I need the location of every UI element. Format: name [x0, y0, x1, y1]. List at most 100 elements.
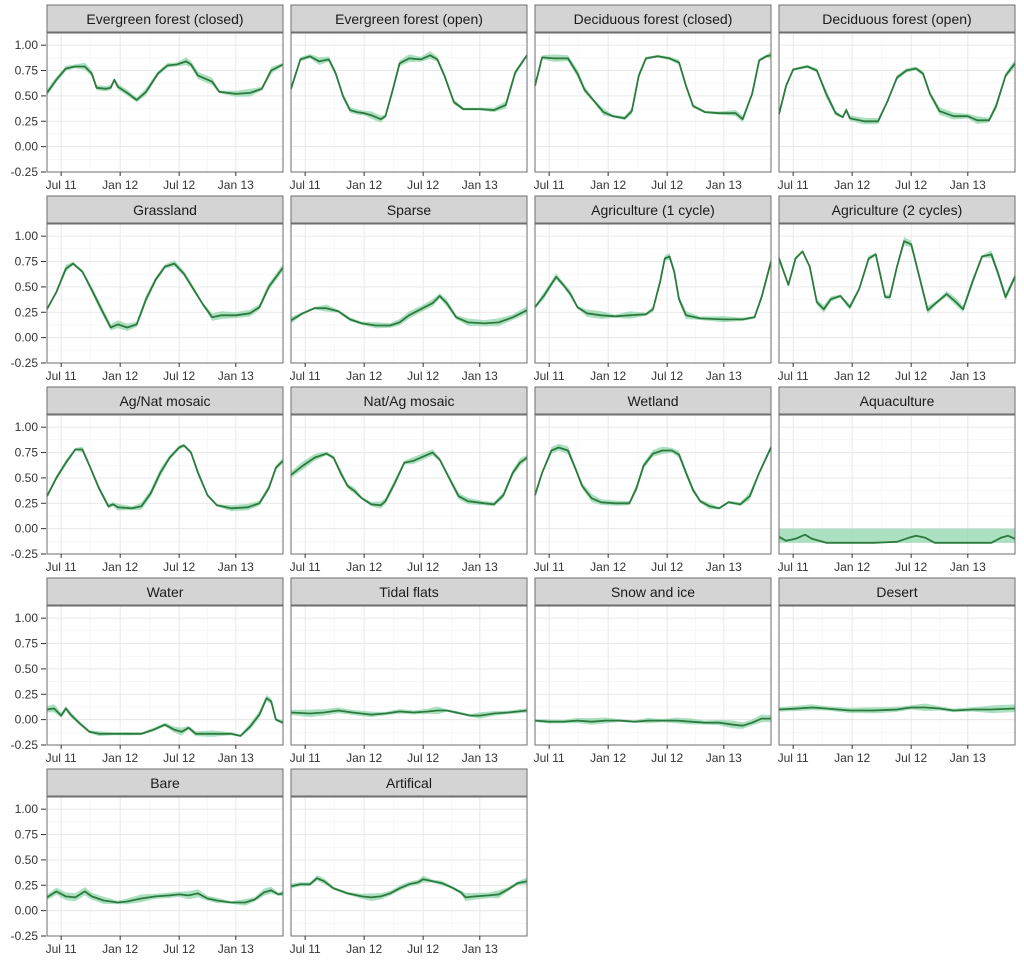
x-tick-label: Jan 12 — [590, 178, 626, 192]
x-tick-label: Jul 12 — [651, 751, 683, 765]
facet-title: Agriculture (1 cycle) — [591, 202, 715, 218]
facet-title: Ag/Nat mosaic — [119, 393, 210, 409]
series-line — [46, 262, 284, 329]
y-tick-label: 0.00 — [15, 713, 39, 727]
y-tick-label: 0.75 — [15, 64, 39, 78]
x-tick-label: Jan 13 — [218, 942, 254, 956]
x-tick-label: Jul 11 — [46, 751, 77, 765]
x-tick-label: Jul 11 — [46, 560, 77, 574]
panel-border — [290, 796, 528, 937]
y-tick-label: -0.25 — [11, 165, 39, 179]
x-tick-label: Jul 12 — [651, 560, 683, 574]
x-tick-label: Jan 13 — [218, 178, 254, 192]
x-tick-label: Jul 12 — [163, 560, 195, 574]
facet-title: Desert — [876, 584, 917, 600]
x-tick-label: Jul 11 — [290, 751, 321, 765]
plot-area — [47, 33, 283, 172]
facet-strip — [534, 4, 772, 33]
panel-border — [290, 223, 528, 364]
panel-border — [534, 414, 772, 555]
y-tick-label: 0.25 — [15, 114, 39, 128]
facet-strip — [778, 4, 1016, 33]
x-tick-label: Jul 12 — [407, 560, 439, 574]
panel-border — [534, 605, 772, 746]
facet-strip — [534, 386, 772, 415]
x-tick-label: Jul 11 — [290, 178, 321, 192]
x-tick-label: Jan 12 — [590, 560, 626, 574]
x-tick-label: Jul 12 — [651, 178, 683, 192]
y-tick-label: 0.50 — [15, 662, 39, 676]
facet-panel: Sparse Jul 11 Jan 12 Jul 12 Jan 13 — [290, 195, 528, 383]
series-line — [778, 240, 1016, 312]
x-tick-label: Jan 12 — [590, 751, 626, 765]
facet-strip — [290, 386, 528, 415]
facet-panel: Nat/Ag mosaic Jul 11 Jan 12 Jul 12 Jan 13 — [290, 386, 528, 574]
x-tick-label: Jul 11 — [778, 751, 809, 765]
x-tick-label: Jul 12 — [895, 178, 927, 192]
x-tick-label: Jul 11 — [534, 178, 565, 192]
x-tick-label: Jan 13 — [218, 751, 254, 765]
series-line — [534, 54, 772, 121]
x-tick-label: Jan 12 — [102, 178, 138, 192]
x-tick-label: Jan 13 — [706, 369, 742, 383]
facet-title: Deciduous forest (open) — [822, 11, 971, 27]
series-line — [290, 709, 528, 717]
x-tick-label: Jul 11 — [290, 560, 321, 574]
facet-panel: Agriculture (1 cycle) Jul 11 Jan 12 Jul 12 J… — [534, 195, 772, 383]
y-tick-label: -0.25 — [11, 547, 39, 561]
x-tick-label: Jul 12 — [163, 751, 195, 765]
plot-area — [779, 606, 1015, 745]
y-tick-label: 0.75 — [15, 828, 39, 842]
series-line — [534, 446, 772, 510]
x-tick-label: Jul 11 — [46, 178, 77, 192]
facet-strip — [778, 386, 1016, 415]
facet-strip — [534, 577, 772, 606]
y-tick-label: 1.00 — [15, 420, 39, 434]
y-tick-label: 0.25 — [15, 878, 39, 892]
plot-area — [535, 224, 771, 363]
facet-panel: Evergreen forest (open) Jul 11 Jan 12 Jul 1… — [290, 4, 528, 192]
plot-area — [291, 606, 527, 745]
x-tick-label: Jan 12 — [102, 369, 138, 383]
x-tick-label: Jul 12 — [163, 369, 195, 383]
plot-area — [535, 415, 771, 554]
panel-border — [778, 414, 1016, 555]
facet-panel: Evergreen forest (closed) Jul 11 Jan 12 Jul… — [46, 4, 284, 192]
uncertainty-band — [779, 528, 1015, 543]
y-tick-label: 0.00 — [15, 522, 39, 536]
y-tick-label: 0.50 — [15, 280, 39, 294]
x-tick-label: Jul 12 — [407, 751, 439, 765]
series-line — [534, 255, 772, 321]
plot-area — [47, 224, 283, 363]
uncertainty-band — [535, 714, 771, 729]
x-tick-label: Jul 11 — [46, 942, 77, 956]
facet-strip — [46, 195, 284, 224]
uncertainty-band — [535, 443, 771, 510]
x-tick-label: Jul 12 — [407, 942, 439, 956]
x-tick-label: Jan 12 — [346, 751, 382, 765]
facet-title: Wetland — [627, 393, 678, 409]
facet-title: Artifical — [386, 775, 432, 791]
facet-panel: Deciduous forest (closed) Jul 11 Jan 12 Jul… — [534, 4, 772, 192]
panel-border — [46, 796, 284, 937]
facet-strip — [46, 577, 284, 606]
panel-border — [534, 32, 772, 173]
x-tick-label: Jan 12 — [346, 369, 382, 383]
plot-area — [47, 606, 283, 745]
x-tick-label: Jul 11 — [290, 942, 321, 956]
x-tick-label: Jan 12 — [590, 369, 626, 383]
facet-title: Snow and ice — [611, 584, 695, 600]
facet-strip — [534, 195, 772, 224]
series-line — [534, 717, 771, 727]
y-tick-label: 0.75 — [15, 446, 39, 460]
y-tick-label: 0.50 — [15, 471, 39, 485]
y-tick-label: 0.75 — [15, 255, 39, 269]
x-tick-label: Jan 12 — [834, 178, 870, 192]
series-line — [290, 54, 528, 121]
x-tick-label: Jan 13 — [950, 178, 986, 192]
series-line — [778, 62, 1016, 123]
facet-strip — [290, 577, 528, 606]
series-line — [46, 444, 284, 510]
panel-border — [534, 223, 772, 364]
